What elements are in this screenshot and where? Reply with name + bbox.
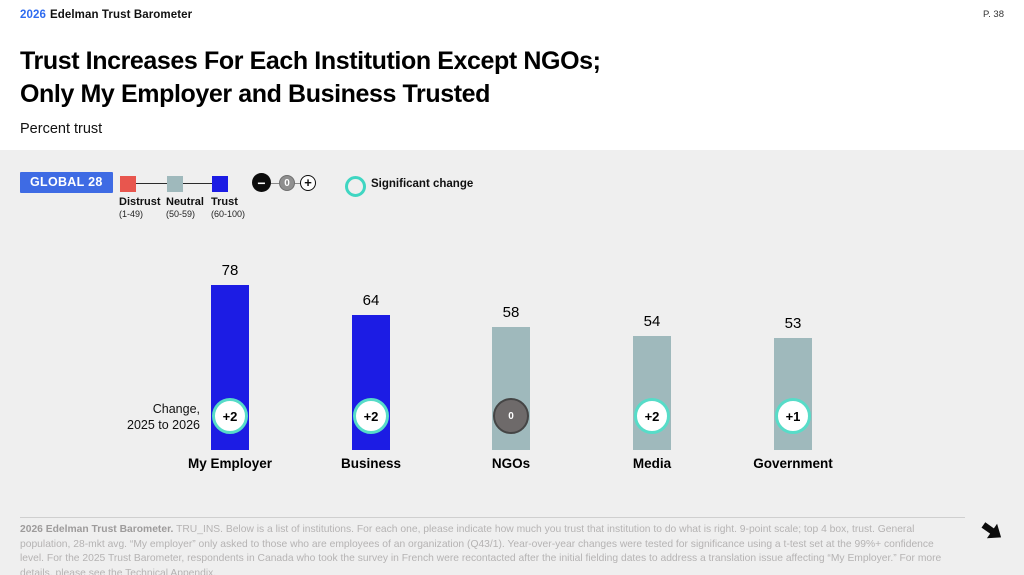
trust-range: (60-100) [211,209,246,219]
bar-category-label: Media [632,456,672,471]
bar-category-label: Government [753,456,833,471]
report-year: 2026 [20,9,46,21]
distrust-range: (1-49) [119,209,144,219]
neutral-label: Neutral [166,196,204,208]
change-row-label: Change, 2025 to 2026 [127,402,200,432]
trust-swatch-icon [212,176,228,192]
slide-title-line2: Only My Employer and Business Trusted [20,80,491,108]
bar-value-label: 53 [784,315,802,332]
significant-change-label: Significant change [371,178,474,190]
footnote: 2026 Edelman Trust Barometer. TRU_INS. B… [20,523,945,575]
bar-value-label: 58 [502,304,520,321]
report-title: Edelman Trust Barometer [49,9,193,21]
next-page-button[interactable] [978,516,1008,546]
neutral-range: (50-59) [166,209,196,219]
slide-title-line1: Trust Increases For Each Institution Exc… [20,47,601,75]
bar-category-label: NGOs [491,456,531,471]
footer-divider [20,517,965,518]
slide-title: Trust Increases For Each Institution Exc… [20,45,601,111]
distrust-swatch-icon [120,176,136,192]
bar-change-badge: +2 [353,398,389,434]
plus-circle-icon: + [300,175,316,191]
trust-label: Trust [211,196,238,208]
bar-change-badge: +2 [634,398,670,434]
footnote-source: 2026 Edelman Trust Barometer. [20,524,174,535]
footnote-body: TRU_INS. Below is a list of institutions… [20,524,942,575]
bar-change-badge: +2 [212,398,248,434]
bar-change-badge: +1 [775,398,811,434]
global-28-badge[interactable]: GLOBAL 28 [20,172,113,193]
minus-circle-icon: − [252,173,271,192]
zero-circle-icon: 0 [279,175,295,191]
neutral-swatch-icon [167,176,183,192]
bar-category-label: My Employer [187,456,273,471]
distrust-label: Distrust [119,196,161,208]
significant-change-ring-icon [345,176,366,197]
bar-value-label: 78 [221,262,239,279]
bar-category-label: Business [340,456,402,471]
bar-value-label: 64 [362,292,380,309]
next-arrow-icon [978,517,1008,545]
slide-subtitle: Percent trust [20,121,103,137]
report-brand: 2026 Edelman Trust Barometer [20,9,192,21]
bar-change-badge: 0 [493,398,529,434]
page-number: P. 38 [983,9,1004,20]
bar-value-label: 54 [643,313,661,330]
